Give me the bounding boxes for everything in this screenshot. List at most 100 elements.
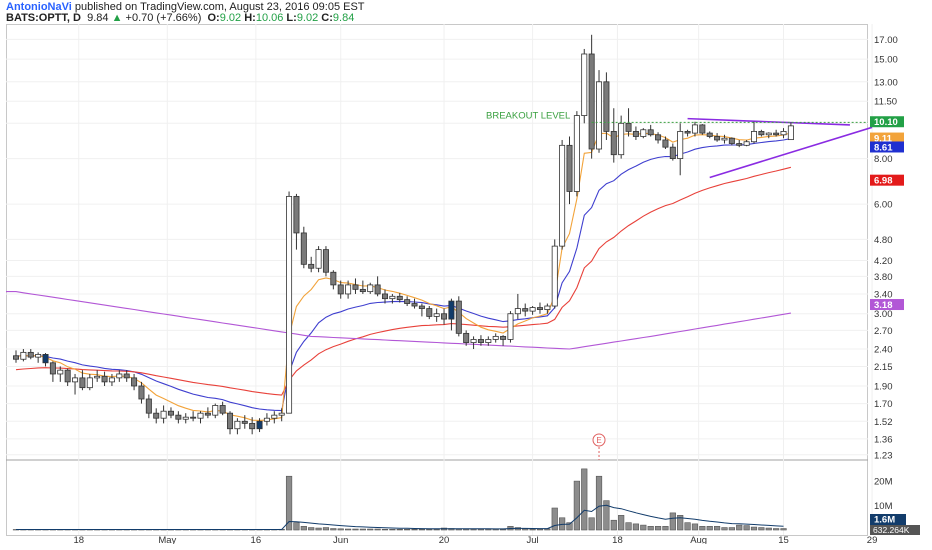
- price-tick-label: 4.80: [874, 235, 893, 246]
- earnings-marker: [592, 433, 606, 447]
- candle: [529, 306, 536, 315]
- high-value: 10.06: [255, 12, 284, 24]
- candle-body: [610, 131, 617, 156]
- candle: [345, 280, 352, 299]
- volume-bar: [381, 528, 389, 531]
- volume-bar: [285, 475, 293, 531]
- candle-body: [116, 373, 123, 379]
- price-tick-label: 11.50: [874, 97, 897, 108]
- candle-body: [57, 369, 64, 375]
- volume-bar: [780, 528, 787, 531]
- candle: [286, 191, 293, 414]
- candle-body: [581, 53, 588, 116]
- annotations: BREAKOUT LEVEL E: [486, 110, 868, 460]
- candle-body: [529, 307, 536, 312]
- candle: [743, 139, 750, 147]
- candle-body: [42, 354, 49, 364]
- candle: [190, 411, 197, 422]
- candle-body: [477, 339, 484, 343]
- candle-body: [463, 332, 470, 343]
- candle: [49, 361, 56, 382]
- volume-bar: [389, 528, 396, 531]
- volume-bar: [315, 527, 322, 531]
- candle-body: [632, 131, 639, 137]
- candle-body: [263, 417, 270, 422]
- candle-body: [389, 295, 396, 300]
- high-label: H:: [244, 12, 256, 24]
- candle: [455, 296, 462, 337]
- candle: [249, 417, 256, 435]
- symbol-label: BATS:OPTT, D: [6, 12, 81, 24]
- chart-header: AntonioNaVi published on TradingView.com…: [6, 0, 926, 24]
- volume-bar: [721, 527, 728, 531]
- candle-body: [278, 412, 285, 416]
- candle-body: [647, 129, 654, 136]
- price-label: 8.61: [874, 142, 893, 153]
- candle-body: [522, 308, 529, 312]
- volume-bar: [433, 528, 440, 531]
- candle-body: [234, 420, 241, 430]
- ema-long-line: [15, 166, 792, 396]
- candle-body: [559, 144, 566, 247]
- candle: [374, 276, 381, 297]
- candle-body: [345, 284, 352, 295]
- candle-body: [426, 308, 433, 317]
- volume-bar: [396, 528, 403, 531]
- candle-body: [566, 144, 573, 192]
- volume-bar: [610, 519, 617, 531]
- time-tick-label: 29: [867, 535, 878, 544]
- low-label: L:: [286, 12, 297, 24]
- candle-body: [640, 129, 647, 137]
- candle-body: [441, 313, 448, 320]
- candle: [418, 303, 425, 317]
- candle-body: [27, 351, 34, 358]
- triangle-pattern: [687, 117, 873, 179]
- volume-bar: [418, 528, 426, 531]
- time-tick-label: 16: [251, 535, 262, 544]
- volume-bar: [603, 500, 610, 531]
- volume-bar: [322, 527, 330, 531]
- candle: [27, 349, 34, 360]
- candle: [315, 246, 322, 273]
- earnings-marker-label: E: [596, 436, 601, 445]
- candle-body: [684, 131, 691, 134]
- open-label: O:: [207, 12, 220, 24]
- time-axis[interactable]: 18 May 16 Jun 20 Jul 18 Aug 15 29: [73, 535, 877, 544]
- candle-body: [492, 335, 499, 340]
- candle: [42, 353, 49, 367]
- candle: [728, 137, 735, 146]
- candle: [167, 407, 174, 419]
- candle-body: [227, 412, 234, 430]
- candle-body: [573, 115, 580, 192]
- candle: [300, 226, 307, 269]
- volume-bar: [736, 524, 743, 531]
- ma-200-line: [6, 291, 791, 350]
- price-tick-label: 4.20: [874, 256, 893, 267]
- volume-bar: [706, 526, 713, 531]
- candle-body: [655, 134, 662, 141]
- candle-body: [315, 249, 322, 269]
- candle: [632, 126, 639, 140]
- candle-body: [94, 375, 101, 379]
- volume-bar: [640, 524, 647, 531]
- price-tick-label: 3.80: [874, 272, 893, 283]
- candle-body: [212, 405, 219, 416]
- candle-body: [618, 122, 625, 156]
- candle-body: [765, 132, 772, 136]
- price-label: 10.10: [874, 117, 898, 128]
- candle: [381, 289, 388, 304]
- candle-body: [108, 377, 115, 383]
- candle-body: [603, 81, 610, 132]
- triangle-upper-line: [687, 117, 850, 126]
- author-link[interactable]: AntonioNaVi: [6, 1, 72, 13]
- time-tick-label: May: [158, 535, 176, 544]
- candle-body: [160, 410, 167, 419]
- candle-body: [714, 136, 721, 141]
- candle: [182, 413, 189, 424]
- volume-bar: [344, 528, 352, 531]
- candle: [596, 70, 603, 153]
- price-axis[interactable]: 17.0015.0013.0011.5010.008.006.004.804.2…: [870, 35, 920, 535]
- time-tick-label: Aug: [690, 535, 707, 544]
- candle: [227, 411, 234, 435]
